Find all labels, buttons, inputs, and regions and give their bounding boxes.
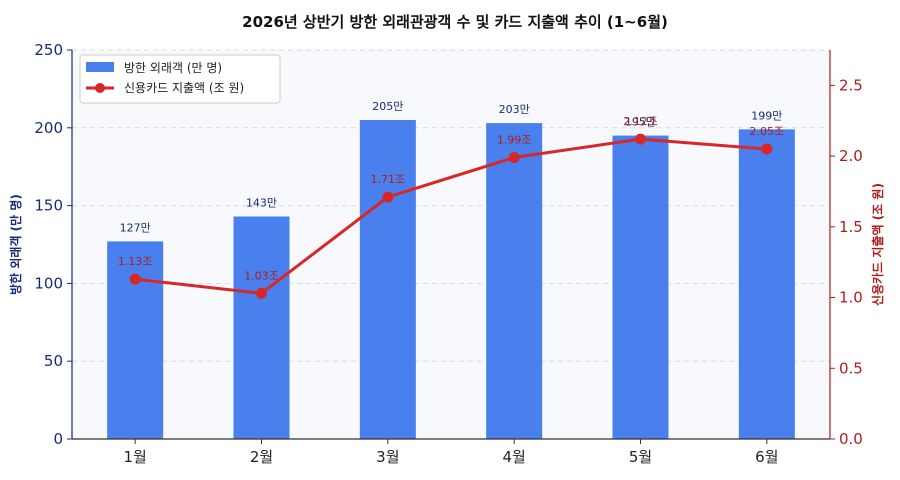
x-tick-label: 5월	[629, 448, 652, 466]
y-axis-right-label: 신용카드 지출액 (조 원)	[870, 183, 885, 306]
line-point	[761, 143, 773, 155]
bar	[359, 120, 416, 440]
bar-data-label: 199만	[751, 109, 782, 122]
line-series	[129, 133, 773, 299]
x-tick-label: 1월	[123, 448, 146, 466]
bar	[738, 129, 795, 439]
gridlines	[72, 49, 830, 362]
y-tick-left-label: 250	[34, 41, 63, 59]
x-tick-label: 2월	[250, 448, 273, 466]
line-data-label: 2.12조	[623, 115, 658, 128]
bar	[107, 241, 164, 439]
line-data-label: 2.05조	[750, 125, 785, 138]
legend-bar-label: 방한 외래객 (만 명)	[124, 61, 222, 75]
data-labels: 127만 143만 205만 203만 195만 199만 1.13조 1.03조 1.71조 1…	[118, 100, 784, 282]
bar	[612, 135, 669, 439]
y-tick-left-label: 0	[53, 430, 63, 448]
y-tick-left-label: 50	[44, 352, 63, 370]
bar	[486, 123, 543, 439]
line-point	[129, 273, 141, 285]
bar-data-label: 127만	[120, 221, 151, 234]
y-tick-right-label: 1.5	[839, 218, 863, 236]
line-point	[382, 191, 394, 203]
y-tick-right-label: 0.0	[839, 430, 863, 448]
x-tick-label: 6월	[755, 448, 778, 466]
y-axis-left-label: 방한 외래객 (만 명)	[8, 194, 23, 295]
plot-area	[72, 50, 830, 439]
bar	[233, 216, 290, 439]
line-data-label: 1.13조	[118, 255, 153, 268]
y-tick-left-label: 200	[34, 119, 63, 137]
bar-data-label: 203만	[499, 103, 530, 116]
y-tick-right-label: 2.0	[839, 147, 863, 165]
line-data-label: 1.71조	[371, 173, 406, 186]
line-data-label: 1.03조	[244, 269, 279, 282]
y-tick-right-label: 0.5	[839, 359, 863, 377]
line-path	[134, 137, 767, 295]
y-tick-right-label: 2.5	[839, 76, 863, 94]
bar-data-label: 205만	[372, 100, 403, 113]
bar-series	[107, 120, 795, 440]
line-point	[256, 287, 267, 299]
chart-title: 2026년 상반기 방한 외래관광객 수 및 카드 지출액 추이 (1~6월)	[242, 13, 668, 31]
axes: 0 50 100 150 200 250 0.0 0.5 1.0 1.5 2.0 2.5 1월 2월 3월 4…	[34, 41, 863, 466]
bar-data-label: 195만	[625, 116, 656, 129]
line-data-label: 1.99조	[497, 134, 532, 147]
y-tick-left-label: 100	[34, 274, 63, 292]
x-tick-label: 4월	[502, 448, 525, 466]
legend-line-marker	[95, 83, 105, 93]
legend-bar-swatch	[86, 62, 114, 72]
bar-data-label: 143만	[246, 196, 277, 209]
legend-box	[79, 54, 281, 104]
line-point	[635, 133, 646, 145]
y-tick-left-label: 150	[34, 197, 63, 215]
y-tick-right-label: 1.0	[839, 289, 863, 307]
legend-line-label: 신용카드 지출액 (조 원)	[124, 81, 244, 95]
legend: 방한 외래객 (만 명) 신용카드 지출액 (조 원)	[79, 54, 281, 104]
x-tick-label: 3월	[376, 448, 399, 466]
line-point	[508, 152, 520, 164]
